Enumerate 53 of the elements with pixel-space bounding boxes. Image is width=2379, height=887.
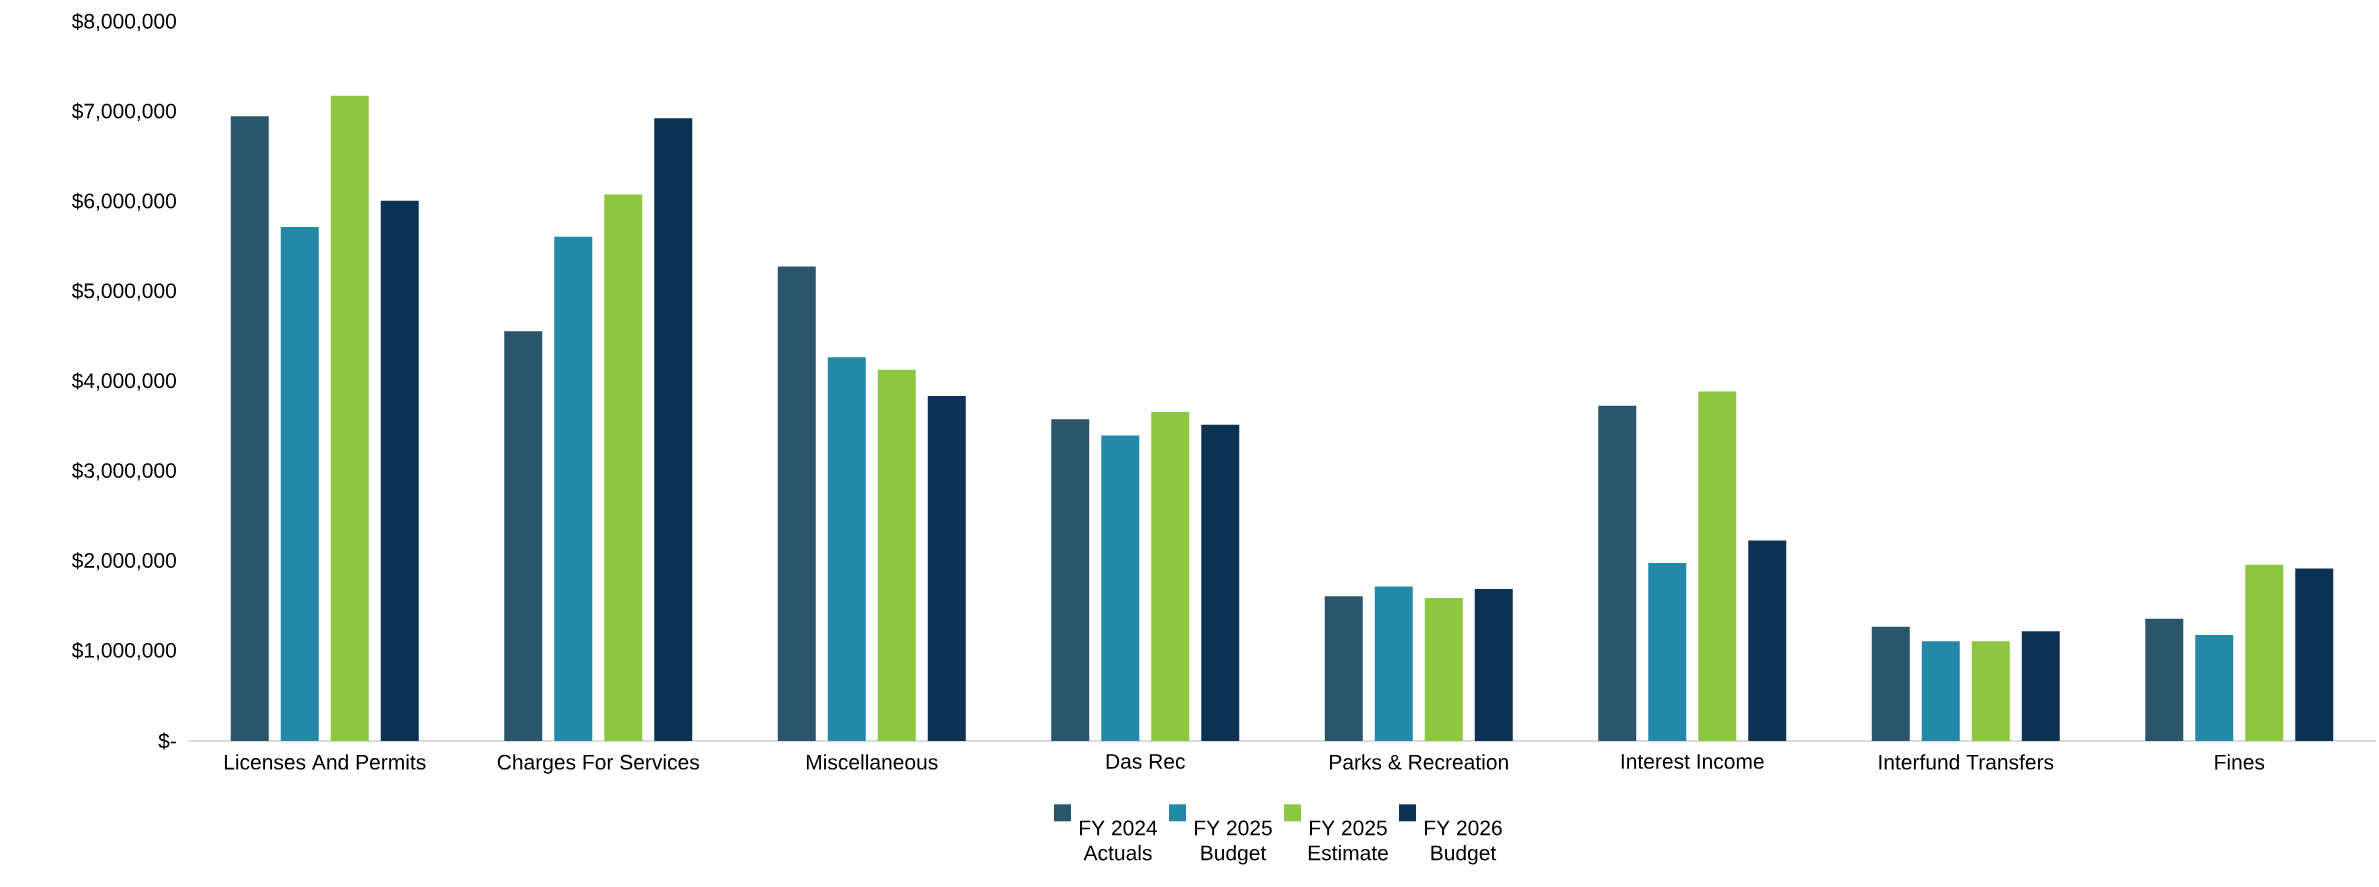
bar — [1374, 586, 1413, 741]
bar — [1598, 405, 1637, 741]
y-tick-label: $5,000,000 — [71, 282, 176, 301]
x-tick-label: Interfund Transfers — [1879, 754, 2054, 770]
bar — [1324, 596, 1363, 741]
y-tick-label: $2,000,000 — [71, 552, 176, 571]
bar — [1424, 598, 1463, 741]
x-tick-label: Miscellaneous — [806, 754, 938, 770]
bar — [2195, 634, 2234, 741]
bar — [827, 357, 866, 741]
y-tick-label: $6,000,000 — [71, 192, 176, 211]
bar — [554, 236, 593, 741]
y-tick-label: $3,000,000 — [71, 462, 176, 481]
bar — [380, 200, 419, 741]
bar — [2021, 631, 2060, 741]
bar — [504, 331, 543, 741]
bar — [1201, 424, 1240, 741]
bar — [2245, 564, 2284, 741]
bar — [1748, 540, 1787, 741]
bar — [230, 116, 269, 741]
bar — [1871, 626, 1910, 741]
legend-label: FY 2024 Actuals — [1080, 820, 1158, 861]
bar — [877, 369, 916, 741]
bar — [1101, 435, 1140, 741]
y-tick-label: $1,000,000 — [71, 642, 176, 661]
x-tick-label: Das Rec — [1106, 754, 1185, 769]
bar — [604, 194, 643, 741]
x-tick-label: Fines — [2215, 754, 2265, 770]
y-tick-label: $4,000,000 — [71, 372, 176, 391]
bar — [280, 226, 319, 741]
y-tick-label: $7,000,000 — [71, 102, 176, 121]
bar — [777, 266, 816, 741]
bar — [1648, 563, 1687, 741]
bar — [1474, 589, 1513, 741]
bar — [330, 95, 369, 741]
bar — [1051, 419, 1090, 741]
x-tick-label: Licenses And Permits — [224, 754, 426, 770]
y-tick-label: $8,000,000 — [71, 12, 176, 32]
bar — [2145, 618, 2184, 741]
legend-label: FY 2026 Budget — [1425, 820, 1502, 865]
x-tick-label: Charges For Services — [497, 754, 699, 774]
x-tick-label: Parks & Recreation — [1330, 754, 1508, 770]
bar — [2295, 568, 2334, 741]
bar — [1971, 641, 2010, 741]
bar — [654, 118, 693, 741]
bar — [1921, 641, 1960, 741]
legend-label: FY 2025 Estimate — [1308, 820, 1388, 861]
y-tick-label: $- — [158, 732, 176, 750]
legend-label: FY 2025 Budget — [1195, 820, 1272, 865]
x-tick-label: Interest Income — [1621, 754, 1764, 769]
bar — [1151, 412, 1190, 741]
bar — [1698, 391, 1737, 741]
bar — [927, 395, 966, 741]
